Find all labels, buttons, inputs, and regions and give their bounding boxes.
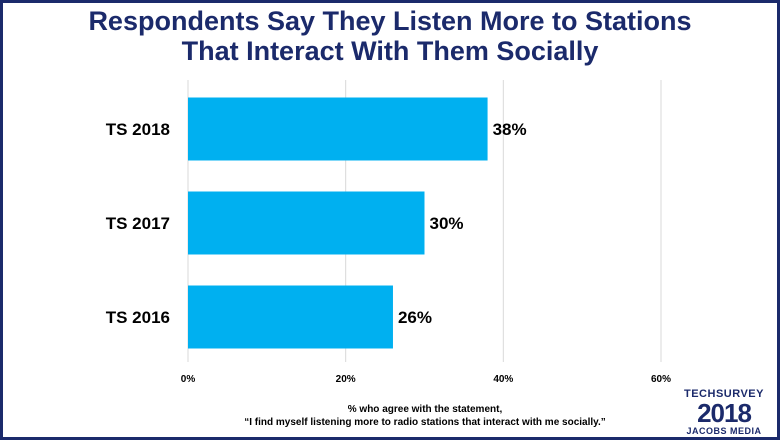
title-line-1: Respondents Say They Listen More to Stat…: [88, 6, 692, 36]
caption-line-1: % who agree with the statement,: [348, 404, 503, 415]
category-label: TS 2017: [106, 214, 170, 233]
x-tick-label: 0%: [181, 374, 196, 385]
x-tick-label: 20%: [336, 374, 356, 385]
category-label: TS 2018: [106, 120, 170, 139]
logo-line-1: TECHSURVEY: [684, 388, 764, 400]
data-label: 30%: [430, 214, 464, 233]
chart-title: Respondents Say They Listen More to Stat…: [0, 6, 780, 66]
data-label: 38%: [493, 120, 527, 139]
x-tick-label: 60%: [651, 374, 671, 385]
techsurvey-logo: TECHSURVEY 2018 JACOBS MEDIA: [684, 388, 764, 436]
caption-line-2: “I find myself listening more to radio s…: [244, 417, 606, 428]
title-line-2: That Interact With Them Socially: [181, 36, 599, 66]
logo-line-3: JACOBS MEDIA: [686, 426, 762, 436]
logo-line-2: 2018: [697, 398, 752, 428]
category-label: TS 2016: [106, 308, 170, 327]
data-label: 26%: [398, 308, 432, 327]
bar-ts-2018: [188, 97, 488, 161]
bar-ts-2016: [188, 285, 393, 349]
x-tick-label: 40%: [493, 374, 513, 385]
bar-ts-2017: [188, 191, 425, 255]
